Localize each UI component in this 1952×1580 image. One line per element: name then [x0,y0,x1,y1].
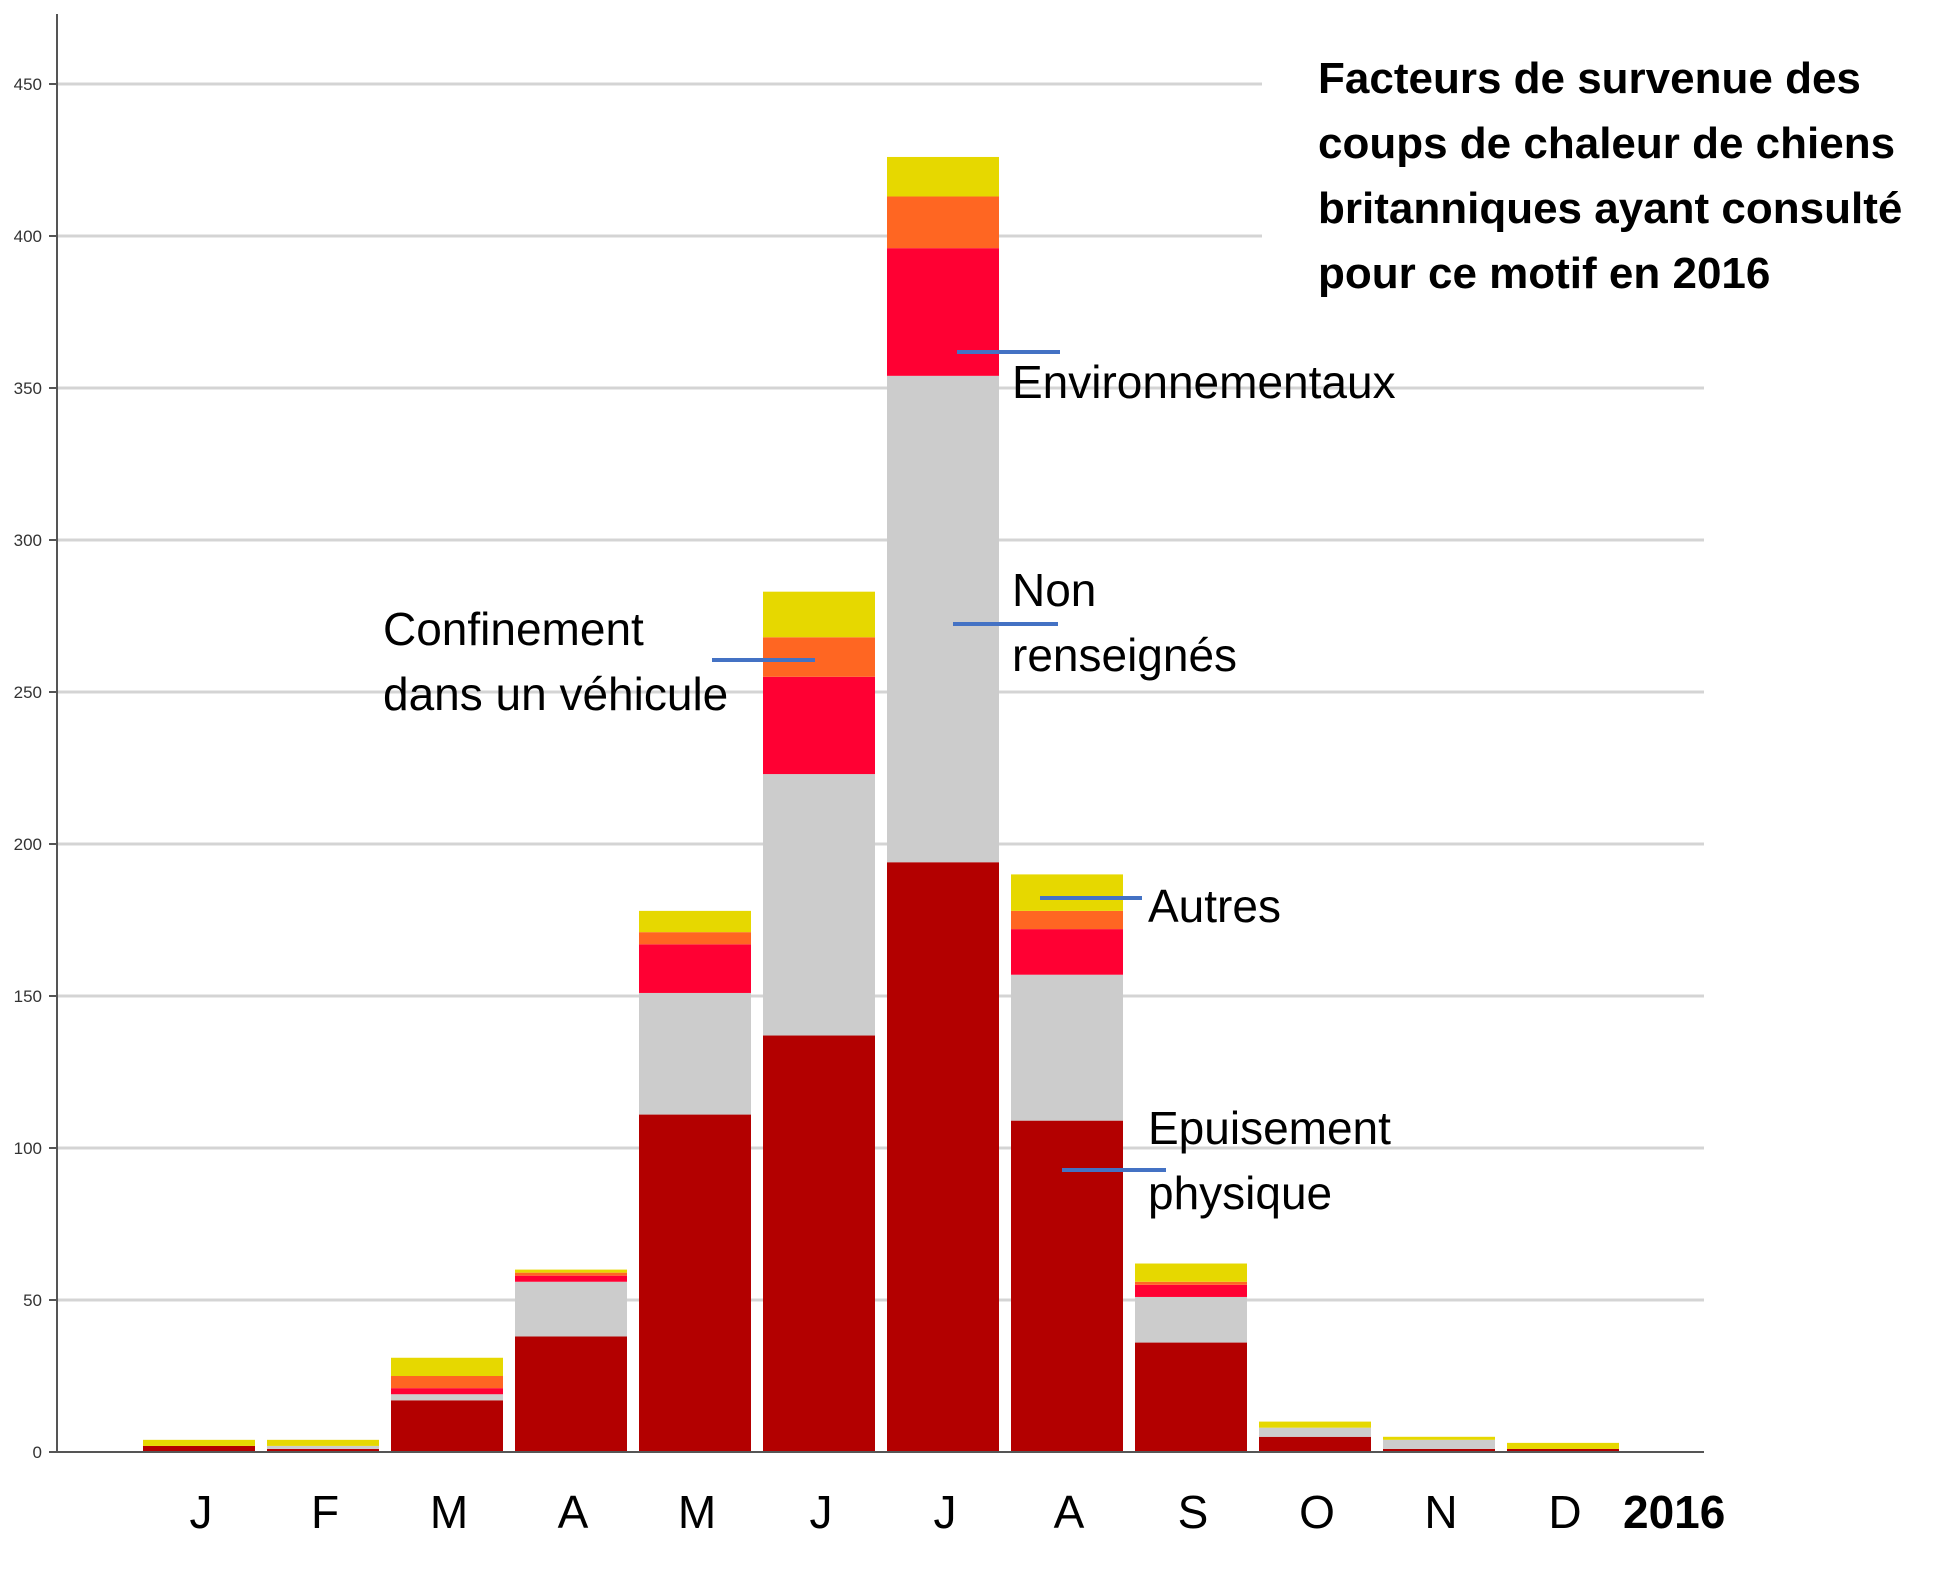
bar-segment [763,1035,875,1452]
y-tick-label: 450 [14,75,42,94]
chart-title: Facteurs de survenue des coups de chaleur… [1318,54,1902,298]
bar-segment [1011,974,1123,1121]
x-tick-label: O [1299,1486,1335,1538]
bar-segment [391,1400,503,1452]
x-tick-label: J [810,1486,833,1538]
bar-segment [1383,1436,1495,1440]
bar-segment [763,676,875,775]
bar-segment [763,591,875,638]
bar-segment [639,944,751,993]
y-tick-label: 200 [14,835,42,854]
bar-segment [1259,1427,1371,1437]
x-tick-label: M [430,1486,468,1538]
bar-segment [639,1114,751,1452]
bar-segment [1135,1284,1247,1297]
bar-segment [1135,1342,1247,1452]
bar-segment [1135,1296,1247,1343]
bar-segment [887,248,999,376]
annotation-text: Confinement [383,603,644,655]
bar-segment [1135,1281,1247,1285]
bar-segment [515,1272,627,1276]
bar-segment [1135,1263,1247,1282]
x-tick-label: A [558,1486,589,1538]
bar-segment [267,1445,379,1449]
bar-segment [143,1445,255,1452]
x-tick-label: F [311,1486,339,1538]
bar-segment [1011,929,1123,975]
bar-segment [391,1388,503,1395]
year-label: 2016 [1623,1486,1725,1538]
annotation-text: Non [1012,564,1096,616]
bar-segment [515,1275,627,1282]
annotation-text: Autres [1148,880,1281,932]
annotation-text: Epuisement [1148,1102,1391,1154]
y-tick-label: 300 [14,531,42,550]
bar-segment [267,1448,379,1452]
bar-segment [1507,1448,1619,1452]
x-tick-label: A [1054,1486,1085,1538]
bar-segment [887,196,999,249]
annotations: Environnementaux Non renseignés Confinement… [383,356,1396,1219]
y-tick-label: 0 [33,1443,42,1462]
bars [143,156,1619,1452]
y-tick-label: 350 [14,379,42,398]
bar-segment [1383,1448,1495,1452]
bar-segment [1011,874,1123,911]
bar-segment [887,862,999,1452]
bar-segment [143,1439,255,1446]
bar-segment [391,1394,503,1401]
bar-segment [887,156,999,197]
x-tick-label: N [1424,1486,1457,1538]
bar-segment [515,1281,627,1337]
x-tick-label: M [678,1486,716,1538]
y-tick-label: 50 [23,1291,42,1310]
bar-segment [887,375,999,863]
bar-segment [1259,1436,1371,1452]
bar-segment [763,774,875,1036]
chart-title-line: Facteurs de survenue des [1318,54,1861,103]
annotation-text: physique [1148,1167,1332,1219]
bar-segment [391,1376,503,1389]
bar-segment [1383,1439,1495,1449]
bar-segment [515,1269,627,1273]
x-tick-label: D [1548,1486,1581,1538]
bar-segment [639,910,751,933]
y-tick-label: 250 [14,683,42,702]
y-axis-ticks: 0 50 100 150 200 250 300 350 400 450 [14,75,57,1462]
y-tick-label: 400 [14,227,42,246]
annotation-text: Environnementaux [1012,356,1396,408]
bar-segment [1259,1421,1371,1428]
y-tick-label: 150 [14,987,42,1006]
chart-title-line: britanniques ayant consulté [1318,184,1902,233]
bar-segment [1507,1442,1619,1449]
x-tick-label: J [934,1486,957,1538]
annotation-leaders [712,350,1166,1172]
bar-segment [515,1336,627,1452]
x-tick-label: S [1178,1486,1209,1538]
bar-segment [639,992,751,1115]
chart-title-line: pour ce motif en 2016 [1318,249,1770,298]
bar-segment [1011,910,1123,930]
bar-segment [267,1439,379,1446]
gridlines [57,82,1704,1302]
chart-title-line: coups de chaleur de chiens [1318,119,1895,168]
bar-segment [639,932,751,945]
annotation-text: dans un véhicule [383,668,728,720]
x-tick-label: J [190,1486,213,1538]
bar-segment [763,637,875,677]
bar-segment [1011,1120,1123,1452]
y-tick-label: 100 [14,1139,42,1158]
annotation-text: renseignés [1012,629,1237,681]
bar-segment [391,1357,503,1376]
